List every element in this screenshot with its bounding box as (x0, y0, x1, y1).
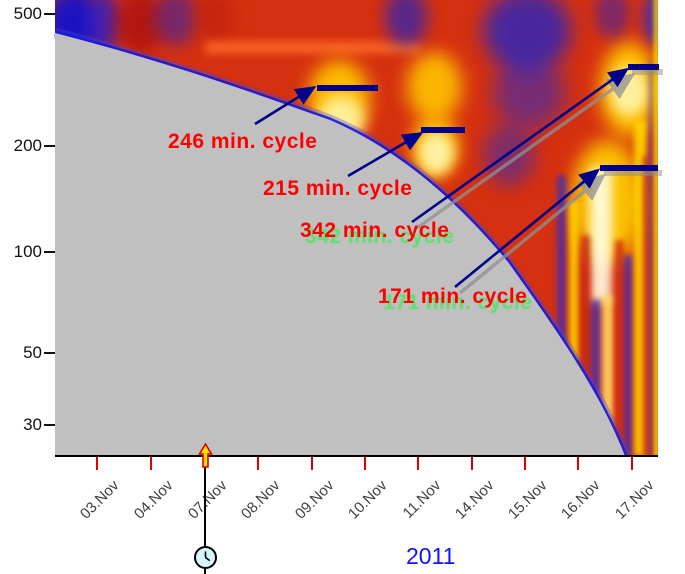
x-tick (524, 457, 526, 470)
x-tick (631, 457, 633, 470)
clock-icon (204, 551, 211, 562)
up-arrow-icon (198, 443, 213, 468)
heat-feature (654, 0, 658, 456)
heat-feature (590, 168, 612, 303)
cycle-label-246: 246 min. cycle (168, 130, 318, 153)
year-label: 2011 (406, 543, 456, 569)
y-tick (44, 251, 55, 253)
y-tick-label: 500 (13, 4, 42, 23)
cycle-label-171: 171 min. cycle (378, 285, 528, 308)
heat-feature (610, 66, 648, 116)
heat-feature (155, 0, 197, 46)
x-tick-label: 16.Nov (558, 477, 605, 523)
x-tick (257, 457, 259, 470)
x-tick (417, 457, 419, 470)
heat-feature (483, 124, 535, 186)
heat-feature (318, 96, 364, 144)
x-tick-label: 15.Nov (505, 477, 552, 523)
x-axis-line (55, 455, 658, 457)
y-tick (44, 352, 55, 354)
heat-feature (649, 60, 654, 456)
heat-feature (493, 58, 565, 128)
heat-feature (87, 0, 121, 52)
heat-feature (581, 235, 590, 456)
x-tick (311, 457, 313, 470)
heat-feature (602, 295, 614, 456)
x-tick (150, 457, 152, 470)
y-tick (44, 13, 55, 15)
x-tick-label: 11.Nov (399, 477, 445, 522)
y-tick (44, 145, 55, 147)
cycle-label-342: 342 min. cycle (300, 219, 450, 242)
heat-feature (419, 132, 453, 174)
y-tick-label: 50 (23, 343, 42, 362)
cycle-label-215: 215 min. cycle (263, 177, 413, 200)
heat-feature (557, 175, 566, 456)
time-marker-line (204, 456, 206, 574)
heat-feature (569, 200, 579, 456)
x-tick-label: 07.Nov (185, 477, 232, 523)
x-tick (96, 457, 98, 470)
heat-feature (195, 0, 235, 42)
x-tick-label: 09.Nov (292, 477, 339, 523)
x-tick (364, 457, 366, 470)
heat-feature (407, 52, 462, 122)
heat-feature (385, 0, 427, 46)
x-tick (471, 457, 473, 470)
x-tick-label: 10.Nov (345, 477, 392, 523)
x-tick-label: 03.Nov (77, 477, 124, 523)
heat-feature (595, 0, 629, 38)
heat-feature (643, 155, 650, 456)
heat-feature (591, 300, 601, 456)
x-tick-label: 14.Nov (452, 477, 499, 523)
y-tick-label: 200 (13, 136, 42, 155)
x-tick-label: 08.Nov (238, 477, 285, 523)
y-tick-label: 100 (13, 242, 42, 261)
x-tick-label: 17.Nov (612, 477, 659, 523)
x-tick (577, 457, 579, 470)
heat-feature (615, 240, 624, 456)
heat-feature (205, 41, 420, 54)
y-tick-label: 30 (23, 415, 42, 434)
time-marker-arrow-icon (198, 443, 213, 468)
y-tick (44, 424, 55, 426)
heat-feature (624, 255, 633, 456)
x-tick-label: 04.Nov (131, 477, 178, 523)
time-marker-handle[interactable] (194, 546, 217, 569)
